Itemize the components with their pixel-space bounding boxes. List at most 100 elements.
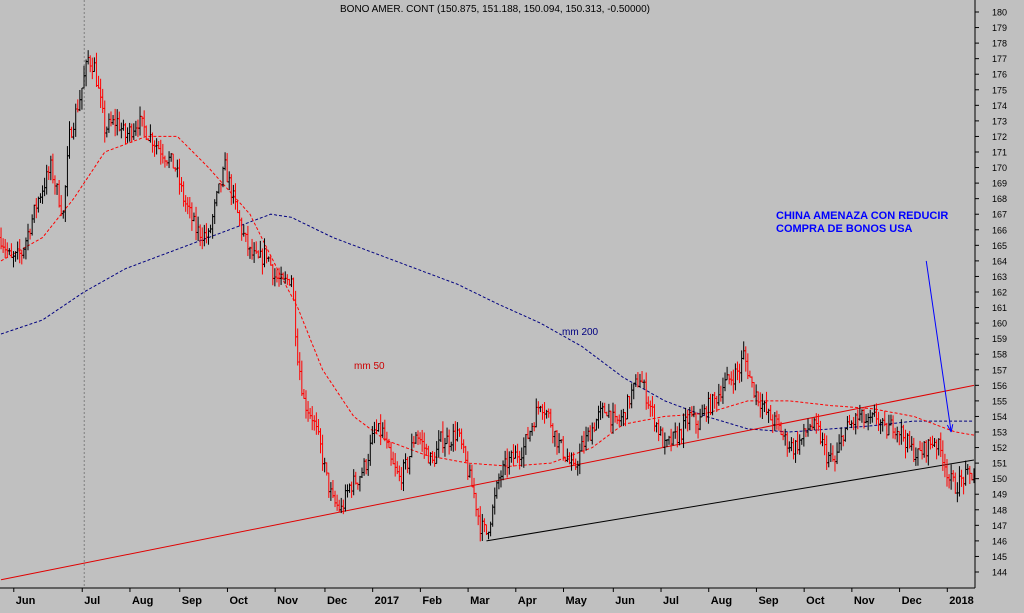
red-support-line: [0, 384, 975, 581]
y-tick-label: 165: [992, 241, 1007, 251]
price-bar: [298, 352, 302, 381]
price-bar: [962, 476, 966, 495]
price-bar: [333, 490, 337, 508]
price-bar: [495, 480, 499, 499]
price-bar: [706, 391, 710, 424]
price-bar: [478, 506, 482, 542]
price-bar: [215, 190, 219, 207]
price-bar: [246, 225, 250, 257]
price-bar: [628, 396, 632, 409]
price-bar: [271, 264, 275, 286]
price-bar: [78, 89, 82, 112]
price-bar: [661, 427, 665, 448]
price-bar: [549, 408, 553, 428]
annotation-line-1: CHINA AMENAZA CON REDUCIR: [776, 210, 948, 222]
price-bar: [138, 106, 142, 136]
price-bar: [262, 238, 266, 268]
price-bar: [171, 153, 175, 169]
price-bar: [854, 412, 858, 435]
price-bar: [769, 404, 773, 421]
price-bar: [487, 531, 491, 540]
price-bar: [1, 238, 5, 253]
price-bar: [709, 393, 713, 416]
price-bar: [565, 448, 569, 463]
price-bar: [391, 451, 395, 465]
price-bar: [930, 435, 934, 449]
price-bar: [891, 415, 895, 439]
price-bar: [860, 409, 864, 423]
price-bar: [238, 210, 242, 227]
price-bar: [124, 123, 128, 145]
price-bar: [634, 374, 638, 387]
price-bar: [744, 346, 748, 372]
price-bar: [729, 371, 733, 386]
price-bar: [785, 432, 789, 457]
price-bar: [524, 433, 528, 455]
price-bar: [296, 328, 300, 366]
price-bar: [949, 464, 953, 490]
price-bar: [953, 472, 957, 494]
annotation-arrow: [925, 260, 952, 433]
price-bar: [503, 450, 507, 476]
price-bar: [84, 59, 88, 87]
price-bar: [511, 444, 515, 467]
price-bar: [196, 216, 200, 242]
x-tick-label: Jun: [615, 595, 635, 607]
price-bar: [455, 422, 459, 442]
price-bar: [955, 482, 959, 503]
price-bar: [926, 439, 930, 466]
price-bar: [225, 153, 229, 183]
price-bar: [410, 433, 414, 458]
price-bar: [451, 423, 455, 452]
y-tick-label: 161: [992, 303, 1007, 313]
x-tick-label: Feb: [422, 595, 442, 607]
price-bar: [555, 430, 559, 455]
price-bar: [480, 513, 484, 541]
price-bar: [802, 423, 806, 447]
price-bar: [453, 421, 457, 451]
y-tick-label: 145: [992, 552, 1007, 562]
price-bar: [406, 456, 410, 474]
price-bar: [460, 428, 464, 450]
price-bar: [928, 436, 932, 450]
price-bar: [922, 440, 926, 458]
price-bar: [599, 401, 603, 420]
black-support-line: [486, 459, 975, 542]
price-bar: [339, 497, 343, 514]
price-bar: [748, 370, 752, 378]
price-bar: [312, 415, 316, 431]
price-bar: [957, 466, 961, 497]
price-bar: [186, 197, 190, 215]
y-tick-label: 172: [992, 132, 1007, 142]
price-bar: [70, 126, 74, 138]
price-bar: [825, 435, 829, 470]
price-bar: [580, 435, 584, 452]
price-bar: [588, 425, 592, 441]
price-bar: [352, 469, 356, 496]
price-bar: [476, 508, 480, 526]
price-bar: [316, 419, 320, 435]
annotation-line-2: COMPRA DE BONOS USA: [776, 223, 913, 235]
price-bar: [632, 382, 636, 400]
price-bar: [858, 404, 862, 421]
price-bar: [897, 430, 901, 446]
y-tick-label: 170: [992, 163, 1007, 173]
price-bar: [800, 438, 804, 445]
x-tick-label: Oct: [806, 595, 825, 607]
price-bar: [329, 482, 333, 501]
price-bar: [327, 472, 331, 498]
price-bar: [221, 166, 225, 188]
price-bar: [292, 277, 296, 301]
price-bar: [229, 174, 233, 206]
y-tick-label: 171: [992, 148, 1007, 158]
price-bar: [211, 214, 215, 239]
price-bar: [267, 256, 271, 262]
price-bar: [787, 441, 791, 453]
price-bar: [642, 379, 646, 389]
ma200-line: [0, 213, 974, 433]
y-tick-label: 159: [992, 334, 1007, 344]
y-tick-label: 144: [992, 568, 1007, 578]
x-tick-label: Mar: [470, 595, 490, 607]
price-bar: [862, 408, 866, 429]
